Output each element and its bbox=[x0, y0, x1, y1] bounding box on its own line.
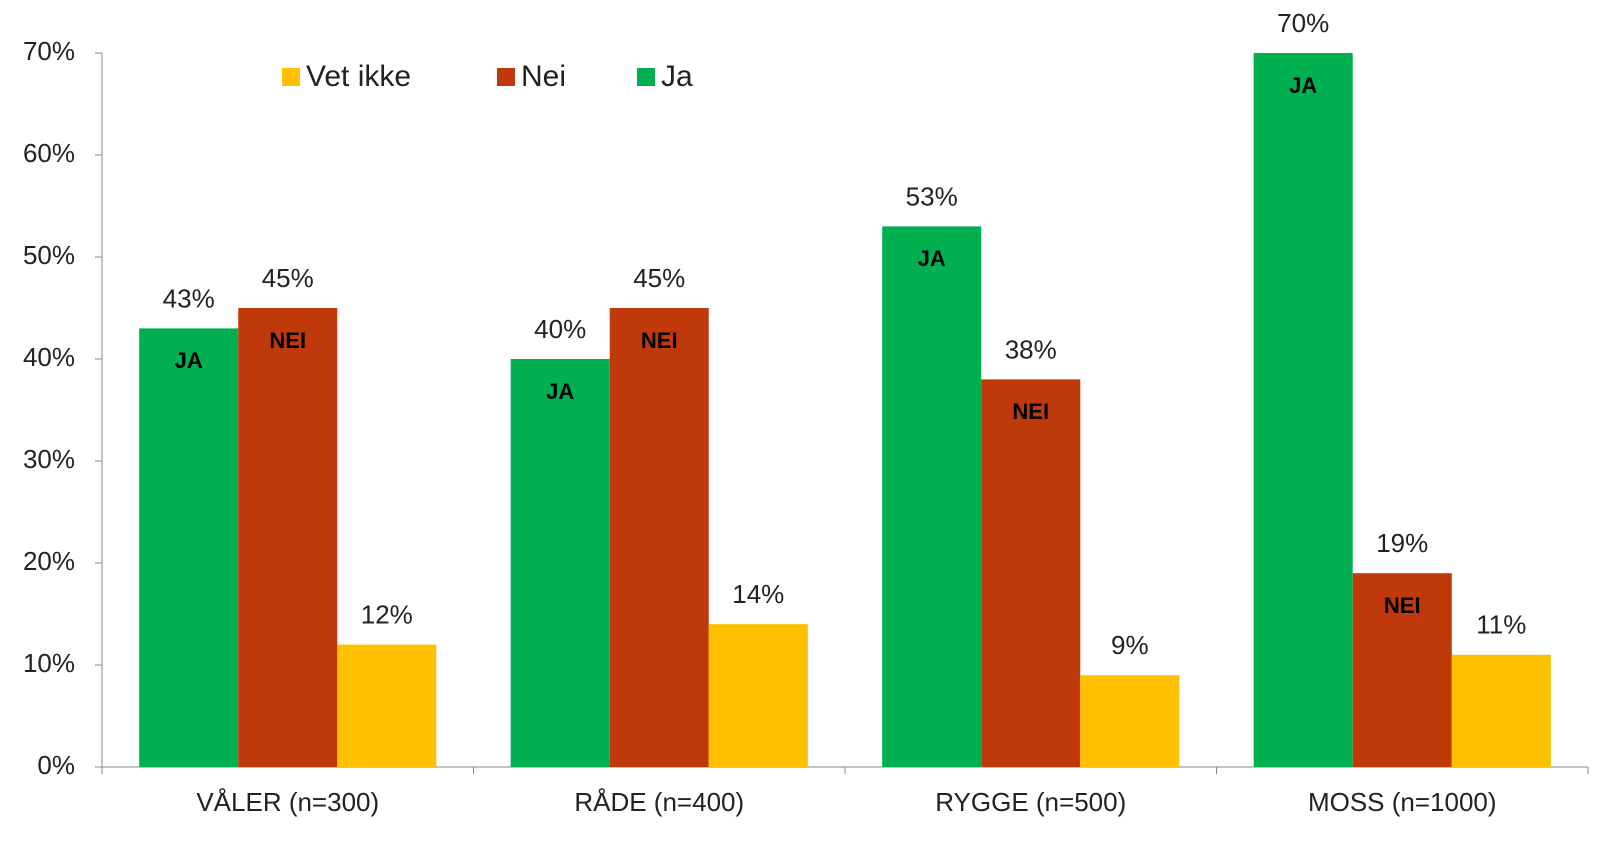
legend-label: Ja bbox=[661, 60, 693, 93]
bar-inner-label: JA bbox=[918, 246, 946, 271]
bar bbox=[510, 359, 610, 767]
value-label: 9% bbox=[1111, 630, 1149, 660]
legend-label: Nei bbox=[521, 60, 566, 93]
y-tick-label: 20% bbox=[23, 546, 75, 576]
value-label: 53% bbox=[906, 181, 958, 211]
bar-inner-label: NEI bbox=[1012, 399, 1049, 424]
x-tick-label: RÅDE (n=400) bbox=[574, 787, 744, 817]
bar bbox=[708, 624, 808, 767]
bar bbox=[238, 308, 338, 767]
bar-inner-label: JA bbox=[175, 348, 203, 373]
value-label: 38% bbox=[1005, 334, 1057, 364]
y-tick-label: 0% bbox=[37, 750, 75, 780]
value-label: 12% bbox=[361, 599, 413, 629]
bar bbox=[1451, 654, 1551, 767]
bar bbox=[139, 328, 239, 767]
y-tick-label: 40% bbox=[23, 342, 75, 372]
x-tick-label: VÅLER (n=300) bbox=[196, 787, 379, 817]
legend-swatch bbox=[282, 68, 300, 86]
bar bbox=[1253, 53, 1353, 767]
bar-inner-label: NEI bbox=[1384, 593, 1421, 618]
legend-swatch bbox=[637, 68, 655, 86]
bar bbox=[609, 308, 709, 767]
value-label: 45% bbox=[262, 263, 314, 293]
value-label: 43% bbox=[163, 283, 215, 313]
y-tick-label: 10% bbox=[23, 648, 75, 678]
y-tick-label: 30% bbox=[23, 444, 75, 474]
y-tick-label: 70% bbox=[23, 36, 75, 66]
bar bbox=[981, 379, 1081, 767]
bar bbox=[1352, 573, 1452, 767]
value-label: 14% bbox=[732, 579, 784, 609]
legend-label: Vet ikke bbox=[306, 60, 411, 93]
legend-swatch bbox=[497, 68, 515, 86]
value-label: 40% bbox=[534, 314, 586, 344]
x-tick-label: MOSS (n=1000) bbox=[1308, 787, 1497, 817]
value-label: 19% bbox=[1376, 528, 1428, 558]
bar bbox=[882, 226, 982, 767]
bar bbox=[337, 644, 437, 767]
bar bbox=[1080, 675, 1180, 767]
bar-inner-label: NEI bbox=[641, 328, 678, 353]
bar-inner-label: JA bbox=[1289, 73, 1317, 98]
value-label: 45% bbox=[633, 263, 685, 293]
x-tick-label: RYGGE (n=500) bbox=[935, 787, 1126, 817]
y-tick-label: 50% bbox=[23, 240, 75, 270]
value-label: 11% bbox=[1476, 610, 1526, 640]
value-label: 70% bbox=[1277, 8, 1329, 38]
y-tick-label: 60% bbox=[23, 138, 75, 168]
bar-inner-label: JA bbox=[546, 379, 574, 404]
bar-inner-label: NEI bbox=[269, 328, 306, 353]
